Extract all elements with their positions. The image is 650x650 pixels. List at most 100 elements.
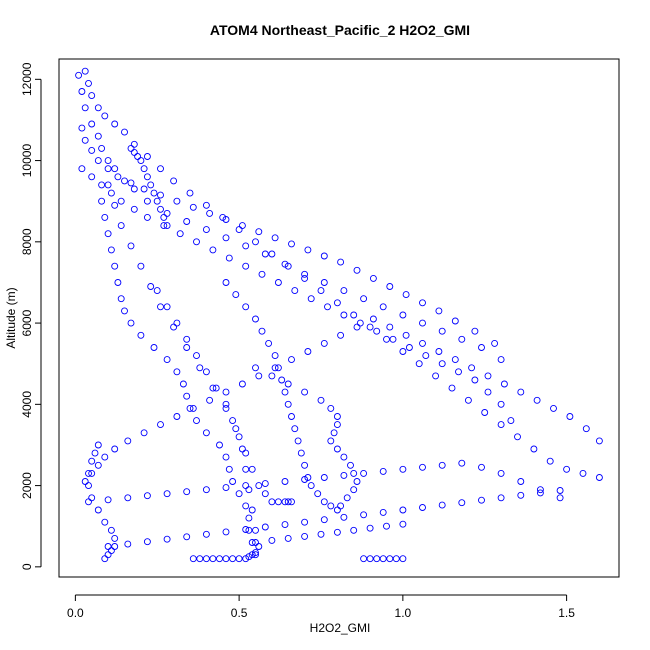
x-tick-label: 1.5 xyxy=(558,606,575,620)
data-point xyxy=(271,364,279,372)
data-point xyxy=(419,319,426,327)
data-point xyxy=(399,520,407,528)
data-point xyxy=(209,246,217,254)
data-point xyxy=(81,136,89,144)
data-point xyxy=(458,459,466,467)
data-point xyxy=(111,165,119,173)
data-point xyxy=(252,238,259,246)
data-point xyxy=(85,79,92,87)
y-tick-label: 6000 xyxy=(20,309,34,336)
data-point xyxy=(327,404,335,412)
data-point xyxy=(232,291,240,299)
data-point xyxy=(173,197,181,205)
data-point xyxy=(533,396,541,404)
y-axis-label: Altitude (m) xyxy=(4,287,18,348)
data-point xyxy=(347,461,354,469)
data-point xyxy=(366,555,374,563)
data-point xyxy=(104,181,112,189)
data-point xyxy=(484,372,492,380)
data-point xyxy=(258,270,266,278)
data-point xyxy=(157,303,164,311)
data-point xyxy=(379,508,387,516)
data-point xyxy=(405,344,413,351)
data-point xyxy=(107,526,115,534)
data-point xyxy=(491,339,499,347)
data-point xyxy=(101,112,109,120)
data-point xyxy=(320,339,328,347)
data-point xyxy=(222,528,230,536)
data-point xyxy=(94,461,102,469)
data-point xyxy=(419,463,426,471)
data-point xyxy=(104,230,112,238)
data-point xyxy=(255,228,263,236)
data-point xyxy=(281,498,289,506)
data-point xyxy=(202,201,210,209)
data-point xyxy=(235,226,243,234)
data-point xyxy=(111,543,119,550)
data-point xyxy=(196,364,204,372)
data-point xyxy=(284,262,292,270)
data-point xyxy=(288,498,295,506)
data-point xyxy=(163,490,171,498)
data-point xyxy=(94,441,102,449)
data-point xyxy=(333,506,341,514)
data-point xyxy=(284,498,292,506)
data-point xyxy=(196,555,204,563)
data-point xyxy=(383,335,390,343)
data-point xyxy=(301,532,309,540)
data-point xyxy=(399,555,407,563)
data-point xyxy=(343,494,351,502)
data-point xyxy=(104,496,112,504)
data-point xyxy=(301,476,309,483)
data-point xyxy=(579,469,587,477)
data-point xyxy=(143,153,151,160)
x-axis-label: H2O2_GMI xyxy=(310,621,371,635)
data-point xyxy=(245,526,253,534)
data-point xyxy=(216,555,223,563)
data-point xyxy=(464,396,472,404)
data-point xyxy=(379,303,387,311)
data-point xyxy=(284,400,292,408)
data-point xyxy=(350,526,358,534)
data-point xyxy=(173,319,181,327)
data-point xyxy=(350,486,358,494)
data-point xyxy=(366,524,374,532)
data-point xyxy=(314,490,322,498)
data-point xyxy=(373,555,381,563)
data-point xyxy=(157,205,164,213)
data-point xyxy=(536,489,544,497)
data-point xyxy=(85,498,92,506)
data-point xyxy=(301,274,309,282)
data-point xyxy=(360,555,368,563)
data-point xyxy=(101,213,109,221)
data-point xyxy=(337,331,345,339)
data-point xyxy=(104,543,112,550)
data-point xyxy=(255,372,263,380)
data-point xyxy=(478,463,485,471)
data-point xyxy=(98,144,106,152)
data-point xyxy=(85,469,92,477)
data-point xyxy=(514,433,521,441)
data-point xyxy=(317,396,325,404)
data-point xyxy=(124,494,132,502)
data-point xyxy=(307,295,315,303)
data-point xyxy=(324,303,331,311)
data-point xyxy=(248,465,256,473)
data-point xyxy=(88,92,96,100)
data-point xyxy=(124,437,132,445)
y-tick-label: 10000 xyxy=(20,144,34,178)
data-point xyxy=(320,252,328,260)
data-point xyxy=(399,465,407,473)
data-point xyxy=(242,262,250,270)
data-point xyxy=(284,380,292,388)
data-point xyxy=(369,315,377,323)
data-point xyxy=(288,240,295,248)
data-point xyxy=(219,213,227,221)
data-point xyxy=(143,173,151,181)
data-point xyxy=(595,474,603,481)
data-point xyxy=(350,469,358,477)
data-point xyxy=(468,364,476,372)
data-point xyxy=(189,404,197,412)
data-point xyxy=(111,445,119,453)
data-point xyxy=(150,344,158,351)
